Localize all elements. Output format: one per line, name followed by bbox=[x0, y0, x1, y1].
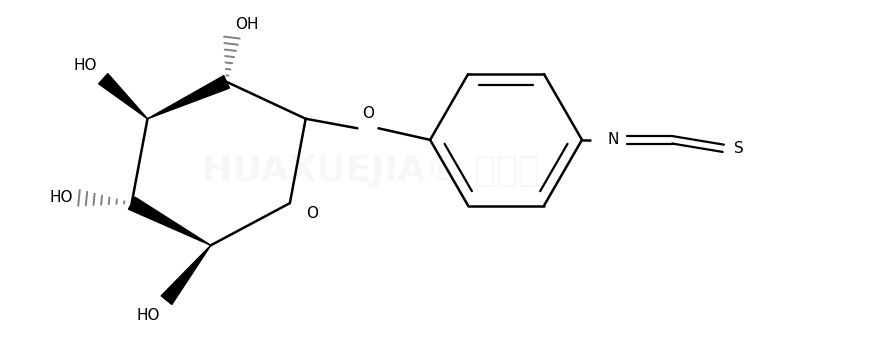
Text: HUAXUEJIA® 化学加: HUAXUEJIA® 化学加 bbox=[202, 154, 540, 189]
Text: S: S bbox=[734, 141, 744, 156]
Polygon shape bbox=[99, 74, 148, 119]
Polygon shape bbox=[161, 245, 211, 305]
Text: HO: HO bbox=[49, 190, 73, 205]
Text: OH: OH bbox=[235, 17, 258, 32]
Text: HO: HO bbox=[136, 308, 160, 322]
Polygon shape bbox=[148, 76, 229, 119]
Polygon shape bbox=[129, 197, 211, 245]
Text: HO: HO bbox=[74, 58, 97, 73]
Text: N: N bbox=[608, 132, 620, 147]
Text: O: O bbox=[305, 206, 318, 221]
Text: O: O bbox=[362, 106, 374, 121]
